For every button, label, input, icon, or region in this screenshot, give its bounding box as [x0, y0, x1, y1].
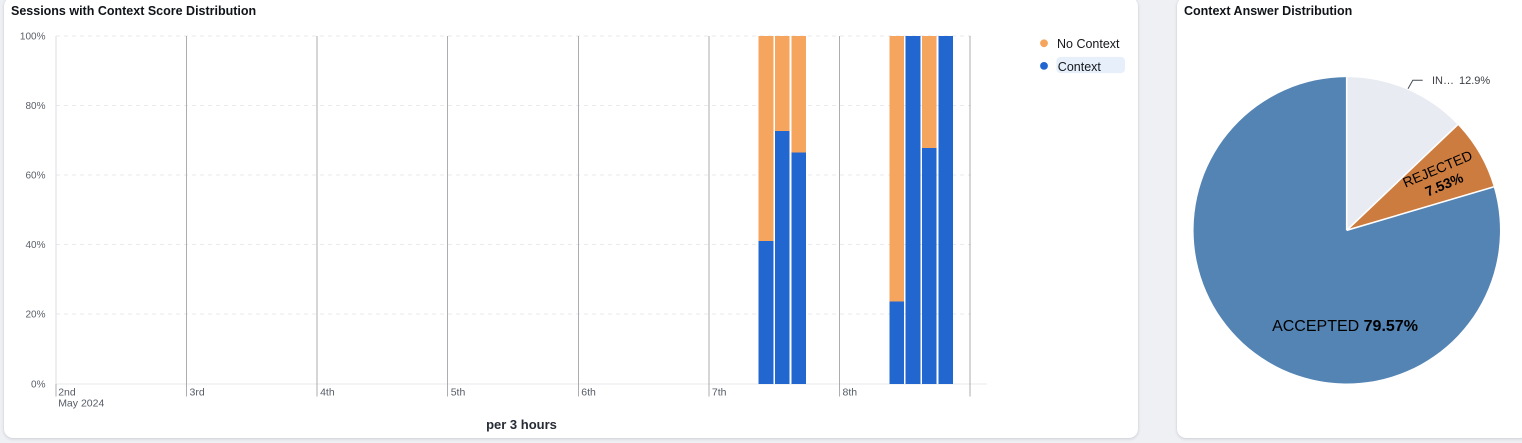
svg-text:6th: 6th — [581, 386, 596, 398]
svg-text:8th: 8th — [843, 386, 858, 398]
svg-text:100%: 100% — [20, 32, 46, 43]
svg-text:40%: 40% — [25, 240, 45, 251]
svg-text:7th: 7th — [712, 386, 727, 398]
svg-text:0%: 0% — [31, 380, 46, 391]
svg-text:80%: 80% — [25, 101, 45, 112]
svg-text:20%: 20% — [25, 310, 45, 321]
svg-text:60%: 60% — [25, 171, 45, 182]
svg-text:3rd: 3rd — [190, 386, 205, 398]
svg-text:5th: 5th — [451, 386, 466, 398]
svg-text:4th: 4th — [320, 386, 335, 398]
svg-text:2nd: 2nd — [58, 386, 76, 398]
svg-text:May 2024: May 2024 — [58, 397, 104, 409]
